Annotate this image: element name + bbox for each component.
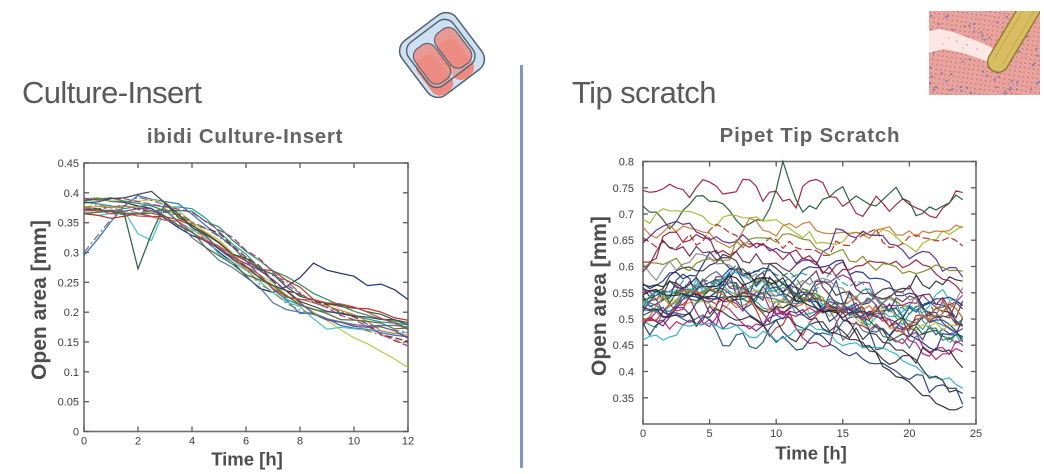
- svg-text:0.35: 0.35: [58, 218, 79, 230]
- svg-text:0: 0: [640, 428, 646, 440]
- svg-text:0.45: 0.45: [613, 340, 634, 352]
- svg-text:Pipet Tip Scratch: Pipet Tip Scratch: [720, 124, 901, 147]
- svg-text:0.25: 0.25: [58, 277, 79, 289]
- svg-text:6: 6: [243, 436, 249, 448]
- svg-text:Time [h]: Time [h]: [775, 443, 847, 464]
- svg-text:0.1: 0.1: [64, 367, 79, 379]
- svg-text:0.7: 0.7: [619, 209, 634, 221]
- svg-text:0: 0: [73, 427, 79, 439]
- svg-text:0.55: 0.55: [613, 288, 634, 300]
- svg-text:0.35: 0.35: [613, 393, 634, 405]
- svg-text:0.8: 0.8: [619, 157, 634, 169]
- svg-text:Open area [mm]: Open area [mm]: [588, 216, 611, 376]
- svg-text:10: 10: [770, 428, 782, 440]
- svg-text:0.3: 0.3: [64, 248, 79, 260]
- svg-text:8: 8: [297, 436, 303, 448]
- svg-text:12: 12: [402, 436, 414, 448]
- svg-text:0: 0: [81, 436, 87, 448]
- svg-text:0.75: 0.75: [613, 183, 634, 195]
- svg-text:2: 2: [135, 436, 141, 448]
- svg-text:15: 15: [837, 428, 849, 440]
- svg-text:10: 10: [348, 436, 360, 448]
- svg-text:0.2: 0.2: [64, 307, 79, 319]
- svg-text:Time [h]: Time [h]: [211, 449, 283, 470]
- svg-text:0.45: 0.45: [58, 158, 79, 170]
- svg-text:5: 5: [707, 428, 713, 440]
- svg-text:25: 25: [970, 428, 982, 440]
- svg-text:0.4: 0.4: [619, 367, 634, 379]
- svg-text:20: 20: [903, 428, 915, 440]
- svg-text:0.15: 0.15: [58, 337, 79, 349]
- svg-text:4: 4: [189, 436, 195, 448]
- svg-text:0.05: 0.05: [58, 397, 79, 409]
- svg-text:0.4: 0.4: [64, 188, 79, 200]
- svg-text:ibidi Culture-Insert: ibidi Culture-Insert: [147, 125, 343, 148]
- svg-text:0.65: 0.65: [613, 235, 634, 247]
- svg-text:0.6: 0.6: [619, 262, 634, 274]
- svg-text:0.5: 0.5: [619, 314, 634, 326]
- svg-text:Open area [mm]: Open area [mm]: [28, 220, 51, 380]
